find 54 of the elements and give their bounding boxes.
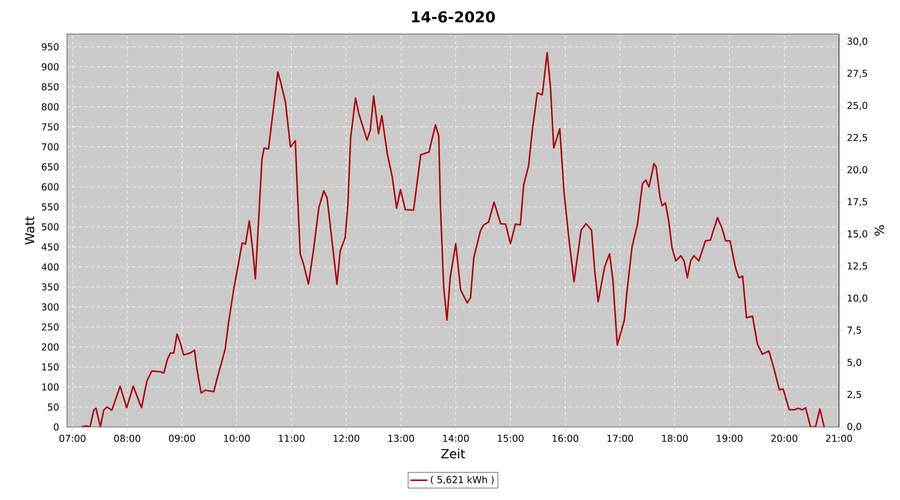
y-tick-label: 650: [42, 163, 59, 170]
x-tick-label: 09:00: [168, 434, 195, 442]
y-tick-label: 500: [42, 223, 59, 230]
line-series: [81, 52, 825, 427]
x-tick-label: 19:00: [716, 434, 743, 442]
y-tick-label: 900: [42, 63, 59, 70]
y2-tick-label: 12,5: [848, 262, 868, 271]
x-tick-label: 21:00: [826, 434, 852, 442]
y2-tick-label: 5,0: [848, 358, 862, 367]
x-tick-label: 08:00: [114, 434, 140, 442]
y2-tick-label: 30,0: [848, 38, 868, 46]
y-tick-label: 100: [42, 383, 59, 391]
y-tick-label: 400: [42, 263, 59, 271]
x-tick-label: 20:00: [771, 434, 798, 442]
x-tick-label: 10:00: [224, 434, 250, 442]
y-tick-label: 250: [42, 323, 59, 331]
y2-tick-label: 25,0: [847, 102, 868, 110]
legend-label: ( 5,621 kWh ): [430, 476, 494, 484]
y2-tick-label: 22,5: [847, 134, 868, 142]
y-tick-label: 450: [42, 243, 59, 250]
y2-tick-label: 20,0: [847, 166, 868, 174]
y-tick-label: 800: [42, 103, 59, 110]
y-tick-label: 350: [42, 283, 59, 291]
y-tick-label: 550: [42, 203, 59, 210]
x-tick-label: 11:00: [278, 434, 304, 442]
x-tick-label: 18:00: [662, 434, 688, 442]
y-tick-label: 850: [42, 83, 59, 90]
x-axis-title: Zeit: [441, 448, 465, 458]
y-tick-label: 200: [42, 343, 59, 351]
y-tick-label: 600: [42, 183, 59, 190]
x-tick-label: 13:00: [388, 434, 414, 442]
y-tick-label: 950: [42, 43, 59, 50]
x-tick-label: 16:00: [552, 434, 578, 442]
x-tick-label: 15:00: [498, 434, 524, 442]
y2-tick-label: 27,5: [847, 70, 868, 78]
y2-tick-label: 15,0: [848, 230, 868, 238]
x-tick-label: 14:00: [443, 434, 469, 442]
y-tick-label: 150: [42, 363, 59, 371]
x-tick-label: 17:00: [607, 434, 633, 442]
y2-tick-label: 10,0: [848, 294, 868, 303]
y-tick-label: 300: [42, 303, 59, 311]
y2-tick-label: 2,5: [847, 390, 862, 399]
y-tick-label: 700: [42, 143, 59, 150]
y2-axis-title: %: [874, 225, 884, 236]
x-tick-label: 12:00: [334, 434, 360, 442]
y-tick-label: 50: [48, 403, 59, 411]
y-axis-title: Watt: [25, 216, 34, 245]
y2-tick-label: 7,5: [848, 326, 862, 335]
y-tick-label: 750: [42, 123, 59, 130]
chart-title: 14-6-2020: [412, 11, 495, 23]
y2-tick-label: 17,5: [848, 198, 868, 206]
y2-tick-label: 0,0: [847, 422, 862, 432]
x-tick-label: 07:00: [59, 434, 86, 442]
y-tick-label: 0: [54, 423, 59, 431]
